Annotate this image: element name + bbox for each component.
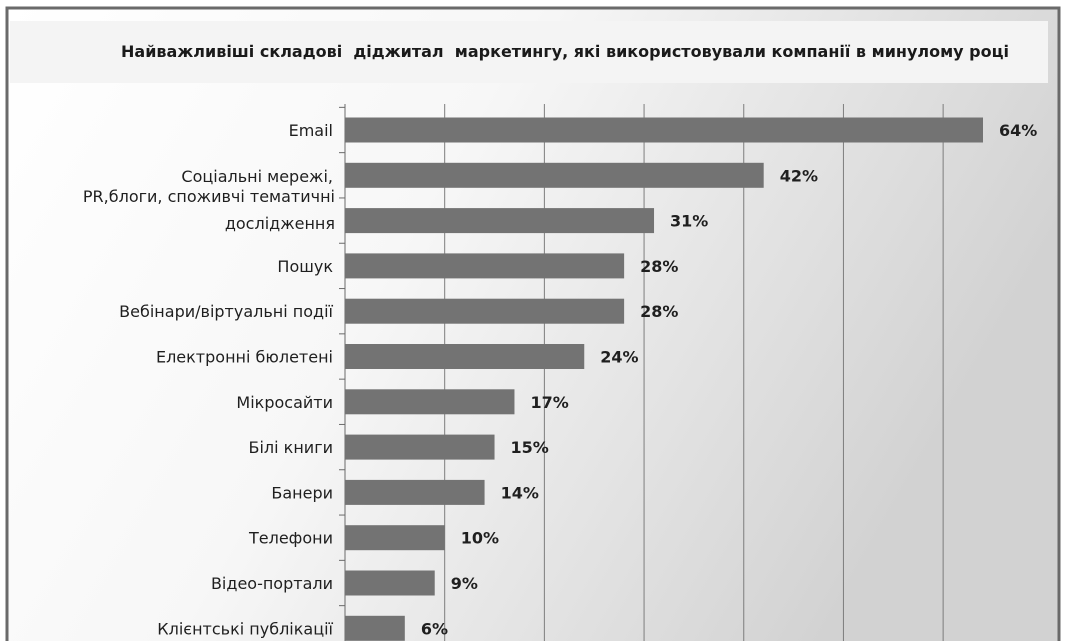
bar xyxy=(345,434,495,460)
category-label: Клієнтські публікації xyxy=(157,619,333,638)
bar xyxy=(345,253,625,279)
data-label: 17% xyxy=(530,393,568,412)
bar xyxy=(345,162,764,188)
grid-layer xyxy=(339,104,944,641)
category-label: Білі книги xyxy=(248,438,333,457)
bar xyxy=(345,479,485,505)
title-band xyxy=(10,21,1048,83)
bar xyxy=(345,344,585,369)
category-label: Пошук xyxy=(277,257,333,276)
chart-title: Найважливіші складові діджитал маркетинг… xyxy=(121,42,1009,61)
bar xyxy=(345,208,655,234)
data-label: 6% xyxy=(421,619,448,638)
category-label: Вебінари/віртуальні події xyxy=(119,302,333,321)
bar xyxy=(345,298,625,324)
bar xyxy=(345,525,445,551)
category-label: Телефони xyxy=(248,529,333,548)
data-label: 14% xyxy=(501,483,539,502)
data-label: 15% xyxy=(511,438,549,457)
category-label: Email xyxy=(289,121,333,140)
category-label: Соціальні мережі, xyxy=(181,167,333,186)
chart-background xyxy=(5,6,1061,641)
bar xyxy=(345,389,515,415)
data-label: 10% xyxy=(461,529,499,548)
data-label: 64% xyxy=(999,121,1037,140)
data-label: 9% xyxy=(451,574,478,593)
bar xyxy=(345,570,435,596)
bars-layer xyxy=(345,117,983,641)
category-label: Відео-портали xyxy=(211,574,333,593)
category-label: Мікросайти xyxy=(236,393,333,412)
category-label: Банери xyxy=(271,483,333,502)
labels-layer: 64% 42% 31% 28% 28% 24% 17% 15% 14% 10% 9% 6% Email С… xyxy=(83,121,1037,638)
data-label: 31% xyxy=(670,212,708,231)
data-label: 42% xyxy=(780,166,818,185)
data-label: 28% xyxy=(640,257,678,276)
category-label: PR,блоги, споживчі тематичні дослідження xyxy=(83,187,335,233)
bar xyxy=(345,117,983,143)
data-label: 24% xyxy=(600,348,638,367)
bar xyxy=(345,615,405,641)
data-label: 28% xyxy=(640,302,678,321)
category-label: Електронні бюлетені xyxy=(156,348,333,367)
